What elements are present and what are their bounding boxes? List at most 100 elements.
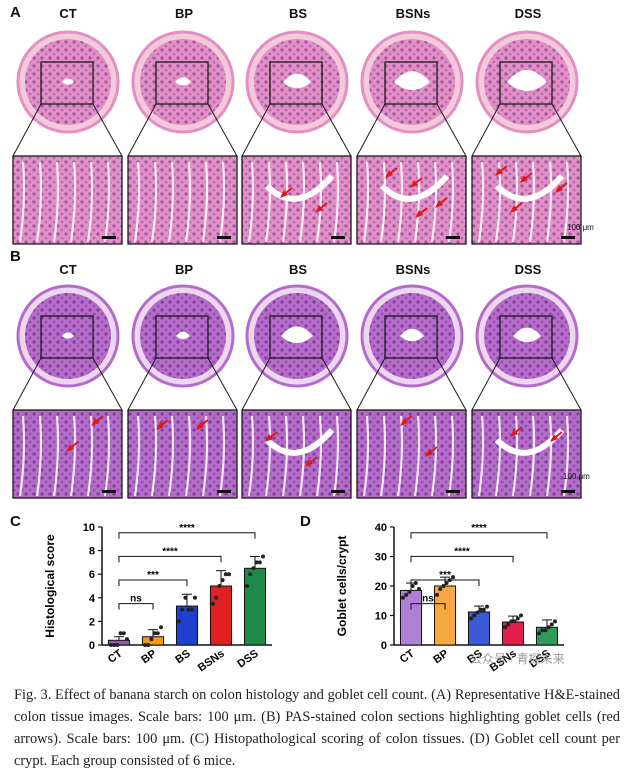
data-point — [214, 595, 219, 600]
data-point — [407, 589, 412, 594]
data-point — [146, 643, 151, 647]
data-point — [227, 572, 231, 577]
bar-bs — [175, 605, 199, 646]
significance-label: *** — [439, 570, 451, 581]
y-tick-label: 0 — [89, 640, 95, 652]
group-label-b-dss: DSS — [514, 262, 542, 277]
y-axis-label: Histological score — [43, 534, 57, 638]
data-point — [537, 631, 541, 636]
data-point — [245, 584, 249, 588]
pas-scale-bar-bp — [217, 490, 231, 493]
group-label-a-bs: BS — [288, 6, 308, 21]
pas-zoom-box-ct — [40, 315, 94, 359]
significance-bracket — [118, 603, 154, 610]
y-tick-label: 10 — [375, 611, 387, 623]
he-magnified-tile-ct — [12, 155, 123, 245]
panel-label-d: D — [300, 513, 311, 530]
significance-bracket — [118, 532, 256, 539]
data-point — [193, 595, 197, 600]
significance-bracket — [410, 579, 480, 586]
group-label-a-ct: CT — [59, 6, 77, 21]
significance-bracket — [410, 532, 548, 539]
data-point — [553, 619, 557, 624]
watermark: 公众号 · 青探未来 — [470, 652, 565, 666]
pas-zoom-box-bs — [269, 315, 323, 359]
data-point — [118, 631, 123, 636]
y-tick-label: 20 — [375, 581, 387, 593]
data-point — [189, 607, 194, 612]
pas-stained-panel — [12, 284, 582, 499]
data-point — [121, 631, 126, 636]
group-label-a-bp: BP — [174, 6, 194, 21]
pas-scale-bar-dss — [561, 490, 575, 493]
data-point — [223, 572, 228, 577]
significance-label: **** — [454, 546, 470, 557]
histological-score-chart: Histological score 0 2 4 6 8 10 CT BP BS BSNs DSS ns… — [43, 522, 272, 674]
pas-zoom-box-bsns — [384, 315, 438, 359]
data-point — [485, 604, 489, 609]
he-zoom-box-bs — [269, 61, 323, 105]
scale-bar-label-b: 100 μm — [563, 472, 590, 481]
significance-bracket — [118, 555, 222, 563]
bar-bsns — [209, 585, 233, 646]
pas-magnified-tile-ct — [12, 409, 123, 499]
data-point — [211, 601, 215, 606]
pas-scale-bar-bs — [331, 490, 345, 493]
data-point — [149, 637, 154, 642]
group-label-b-bp: BP — [174, 262, 194, 277]
he-magnified-tile-bp — [127, 155, 238, 245]
he-zoom-box-dss — [499, 61, 553, 105]
data-point — [515, 616, 520, 621]
y-tick-label: 2 — [89, 616, 95, 628]
x-tick-label-ct: CT — [106, 647, 125, 665]
data-point — [143, 643, 147, 647]
data-point — [478, 607, 483, 612]
data-point — [155, 631, 160, 636]
he-stained-panel — [12, 30, 582, 245]
x-tick-label-ct: CT — [398, 647, 417, 665]
pas-scale-bar-ct — [102, 490, 116, 493]
data-point — [177, 619, 181, 624]
data-point — [549, 622, 554, 627]
data-point — [475, 610, 480, 615]
data-point — [112, 643, 117, 647]
he-zoom-box-ct — [40, 61, 94, 105]
significance-label: ns — [130, 594, 142, 605]
he-zoom-box-bsns — [384, 61, 438, 105]
he-scale-bar-bsns — [446, 236, 460, 239]
group-label-b-ct: CT — [59, 262, 77, 277]
significance-label: *** — [147, 570, 159, 581]
data-point — [438, 586, 443, 591]
data-point — [159, 625, 163, 630]
data-point — [254, 560, 259, 565]
figure-caption: Fig. 3. Effect of banana starch on colon… — [14, 687, 620, 769]
data-point — [152, 631, 157, 636]
significance-label: **** — [179, 523, 195, 534]
data-point — [506, 622, 511, 627]
significance-bracket — [410, 603, 446, 610]
y-tick-label: 10 — [83, 522, 95, 534]
panel-label-a: A — [10, 4, 21, 21]
x-tick-label-bs: BS — [173, 648, 192, 667]
data-point — [251, 566, 256, 571]
bar-dss — [243, 567, 267, 646]
data-point — [248, 572, 253, 577]
data-point — [257, 560, 262, 565]
data-point — [543, 628, 548, 633]
significance-label: **** — [471, 523, 487, 534]
panel-label-b: B — [10, 248, 21, 265]
data-point — [519, 613, 523, 618]
pas-magnified-tile-bp — [127, 409, 238, 499]
data-point — [401, 595, 405, 600]
panel-label-c: C — [10, 513, 21, 530]
data-point — [444, 581, 449, 586]
data-point — [503, 625, 507, 630]
data-point — [125, 637, 129, 642]
data-point — [512, 619, 517, 624]
data-point — [183, 595, 188, 600]
group-label-b-bs: BS — [288, 262, 308, 277]
y-axis-label: Goblet cells/crypt — [335, 536, 349, 637]
pas-zoom-box-bp — [155, 315, 209, 359]
data-point — [220, 578, 225, 583]
data-point — [481, 607, 486, 612]
